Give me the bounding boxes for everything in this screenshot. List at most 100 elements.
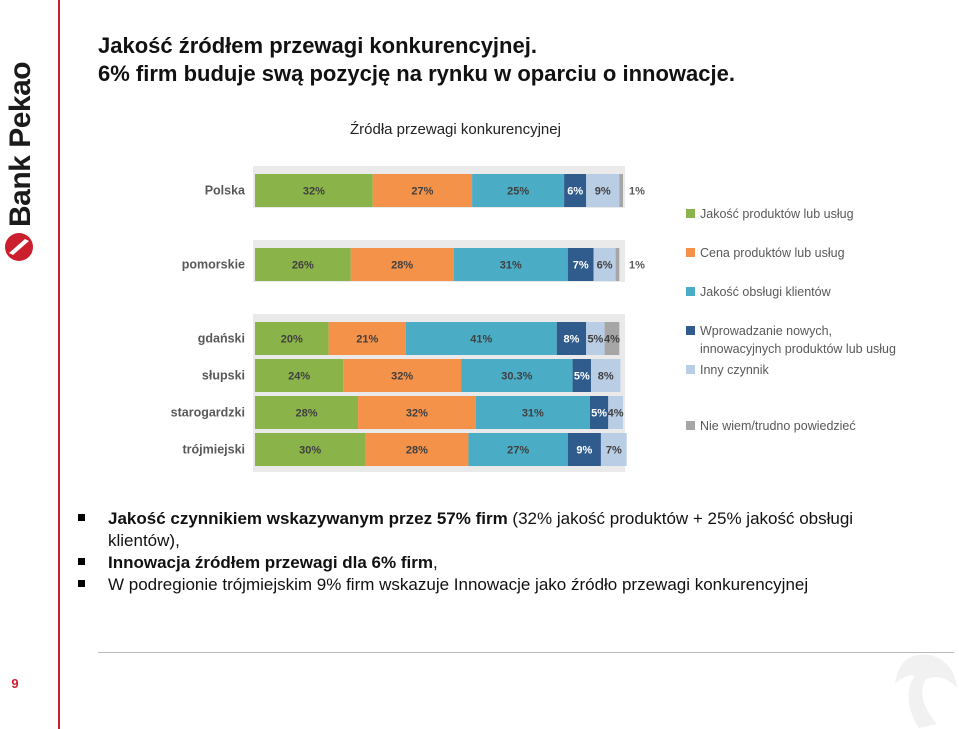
data-label: 32% bbox=[391, 371, 413, 383]
data-label: 26% bbox=[292, 260, 314, 272]
bar-segment bbox=[255, 322, 329, 355]
data-label: 5% bbox=[574, 371, 590, 383]
bar-segment bbox=[604, 322, 620, 355]
data-label: 1% bbox=[629, 186, 645, 198]
data-label: 30% bbox=[299, 445, 321, 457]
data-label: 32% bbox=[406, 408, 428, 420]
bar-segment bbox=[564, 174, 587, 207]
legend-label: Nie wiem/trudno powiedzieć bbox=[700, 419, 856, 433]
bar-segment bbox=[589, 396, 609, 429]
bar-segment bbox=[600, 433, 627, 466]
bullet-item-1: Jakość czynnikiem wskazywanym przez 57% … bbox=[76, 508, 876, 552]
bullet-2-bold: Innowacja źródłem przewagi dla 6% firm bbox=[108, 553, 433, 572]
bar-segment bbox=[350, 248, 454, 281]
bar-segment bbox=[472, 174, 565, 207]
data-label: 28% bbox=[391, 260, 413, 272]
legend-label: Jakość obsługi klientów bbox=[700, 285, 832, 299]
stacked-bar-chart: Polska 32% 27% 25% 6% 9% 1% pomorskie 26% 28% 31% 7… bbox=[171, 166, 896, 472]
bar-segment bbox=[255, 248, 351, 281]
category-label: starogardzki bbox=[171, 406, 245, 420]
data-label: 9% bbox=[576, 445, 592, 457]
bar-segment bbox=[615, 248, 620, 281]
legend-label: innowacyjnych produktów lub usług bbox=[700, 342, 896, 356]
bar-segment bbox=[590, 359, 621, 392]
bar-segment bbox=[365, 433, 469, 466]
bar-segment bbox=[255, 359, 344, 392]
bullet-marker bbox=[78, 514, 85, 521]
legend-label: Inny czynnik bbox=[700, 363, 770, 377]
bank-logo: Bank Pekao bbox=[2, 35, 40, 261]
page-number: 9 bbox=[11, 676, 19, 691]
bullet-marker bbox=[78, 558, 85, 565]
bullet-3-text: W podregionie trójmiejskim 9% firm wskaz… bbox=[108, 575, 809, 594]
bar-segment bbox=[255, 396, 359, 429]
data-label: 41% bbox=[470, 334, 492, 346]
bar-segment bbox=[586, 322, 605, 355]
data-label: 8% bbox=[564, 334, 580, 346]
bar-segment bbox=[567, 248, 594, 281]
data-label: 6% bbox=[567, 186, 583, 198]
data-label: 25% bbox=[507, 186, 529, 198]
eagle-watermark-icon bbox=[895, 654, 957, 728]
chart-title: Źródła przewagi konkurencyjnej bbox=[350, 121, 561, 138]
data-label: 32% bbox=[303, 186, 325, 198]
left-rule bbox=[58, 0, 60, 729]
data-label: 4% bbox=[604, 334, 620, 346]
page-title: Jakość źródłem przewagi konkurencyjnej. … bbox=[98, 32, 918, 88]
bar-segment bbox=[255, 433, 366, 466]
bar-segment bbox=[255, 174, 373, 207]
data-label: 8% bbox=[598, 371, 614, 383]
bar-segment bbox=[572, 359, 591, 392]
data-label: 24% bbox=[288, 371, 310, 383]
bar-segment bbox=[619, 174, 623, 207]
legend-label: Cena produktów lub usług bbox=[700, 246, 845, 260]
data-label: 5% bbox=[591, 408, 607, 420]
data-label: 4% bbox=[608, 408, 624, 420]
legend-swatch bbox=[686, 421, 695, 430]
data-label: 21% bbox=[356, 334, 378, 346]
bullet-1-text: (32% jakość produktów + 25% jakość obsłu… bbox=[108, 509, 854, 550]
data-label: 28% bbox=[406, 445, 428, 457]
category-label: Polska bbox=[205, 184, 246, 198]
data-label: 31% bbox=[500, 260, 522, 272]
data-label: 30.3% bbox=[501, 371, 532, 383]
data-label: 1% bbox=[629, 260, 645, 272]
bullet-2-text: , bbox=[432, 553, 438, 572]
bar-segment bbox=[328, 322, 406, 355]
bullet-list: Jakość czynnikiem wskazywanym przez 57% … bbox=[76, 508, 876, 596]
bar-segment bbox=[567, 433, 601, 466]
bar-segment bbox=[475, 396, 590, 429]
data-label: 5% bbox=[587, 334, 603, 346]
bullet-item-2: Innowacja źródłem przewagi dla 6% firm, bbox=[76, 552, 876, 574]
bar-segment bbox=[468, 433, 568, 466]
data-label: 7% bbox=[606, 445, 622, 457]
title-line-1: Jakość źródłem przewagi konkurencyjnej. bbox=[98, 33, 537, 58]
bank-logo-icon bbox=[5, 233, 33, 261]
category-label: trójmiejski bbox=[182, 443, 245, 457]
data-label: 27% bbox=[411, 186, 433, 198]
data-label: 31% bbox=[522, 408, 544, 420]
legend-label: Jakość produktów lub usług bbox=[700, 207, 854, 221]
bar-segment bbox=[453, 248, 568, 281]
bar-segment bbox=[405, 322, 557, 355]
bar-segment bbox=[358, 396, 476, 429]
category-label: gdański bbox=[198, 332, 245, 346]
legend-swatch bbox=[686, 365, 695, 374]
bar-segment bbox=[461, 359, 573, 392]
bar-segment bbox=[343, 359, 462, 392]
data-label: 7% bbox=[573, 260, 589, 272]
logo-text: Bank Pekao bbox=[4, 61, 37, 227]
category-label: słupski bbox=[202, 369, 245, 383]
data-label: 27% bbox=[507, 445, 529, 457]
legend-swatch bbox=[686, 287, 695, 296]
bullet-item-3: W podregionie trójmiejskim 9% firm wskaz… bbox=[76, 574, 876, 596]
bar-segment bbox=[586, 174, 620, 207]
legend-swatch bbox=[686, 326, 695, 335]
legend-label: Wprowadzanie nowych, bbox=[700, 324, 832, 338]
bottom-rule bbox=[98, 652, 954, 653]
data-label: 28% bbox=[296, 408, 318, 420]
bar-segment bbox=[372, 174, 473, 207]
bar-segment bbox=[608, 396, 623, 429]
legend-swatch bbox=[686, 248, 695, 257]
bar-segment bbox=[556, 322, 587, 355]
